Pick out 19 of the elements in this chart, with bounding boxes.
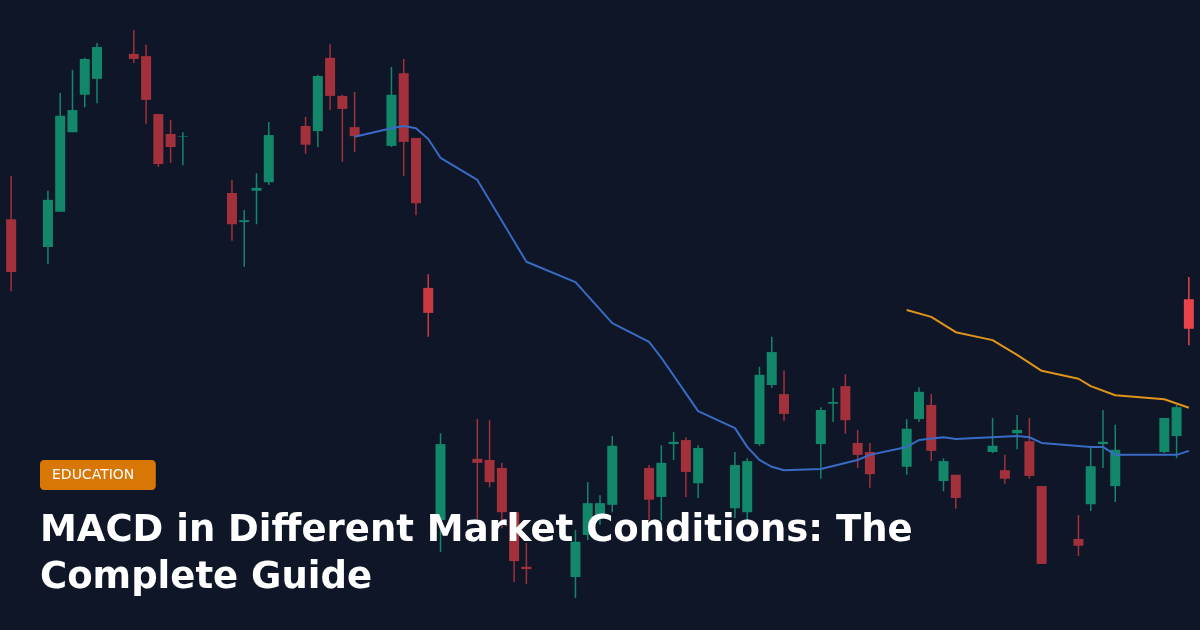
candlestick	[337, 94, 348, 163]
candlestick	[165, 118, 176, 164]
candlestick	[938, 457, 949, 492]
candlestick	[999, 454, 1010, 485]
candlestick	[251, 172, 262, 226]
candlestick	[349, 91, 360, 153]
candlestick	[852, 429, 863, 469]
candlestick	[950, 473, 961, 510]
annotation: EDUCATION	[52, 466, 135, 482]
candlestick	[484, 419, 495, 488]
candlestick	[828, 387, 839, 423]
candlestick	[300, 116, 311, 155]
candlestick	[779, 369, 790, 422]
candlestick	[177, 131, 188, 166]
candlestick	[239, 209, 250, 268]
candlestick	[1073, 514, 1084, 557]
candlestick	[128, 29, 139, 64]
candlestick	[67, 69, 78, 133]
candlestick	[987, 417, 998, 454]
